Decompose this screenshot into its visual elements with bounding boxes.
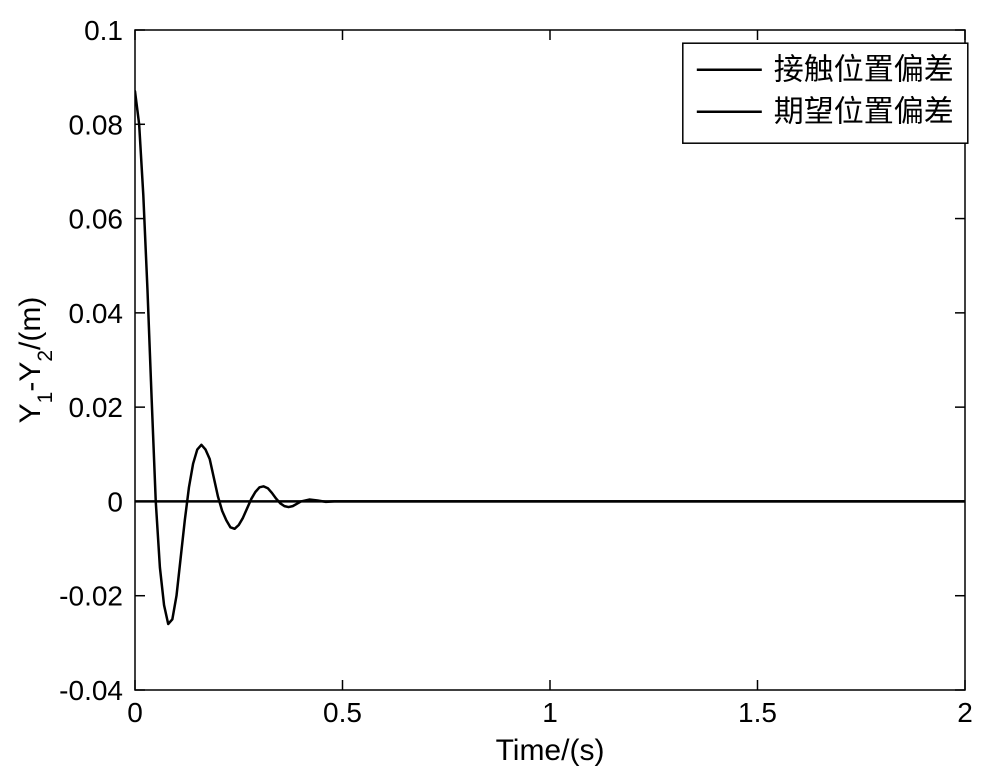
y-axis-label: Y1-Y2/(m): [14, 297, 57, 424]
x-tick-label: 1: [542, 697, 558, 728]
x-tick-label: 1.5: [738, 697, 777, 728]
y-tick-label: -0.02: [59, 581, 123, 612]
legend: 接触位置偏差期望位置偏差: [683, 43, 968, 143]
x-axis-label: Time/(s): [496, 734, 605, 767]
y-tick-label: 0: [107, 486, 123, 517]
series-0: [135, 91, 965, 624]
x-tick-label: 0.5: [323, 697, 362, 728]
y-tick-label: 0.06: [69, 204, 124, 235]
y-tick-label: -0.04: [59, 675, 123, 706]
y-tick-label: 0.02: [69, 392, 124, 423]
x-tick-label: 2: [957, 697, 973, 728]
legend-label-0: 接触位置偏差: [774, 54, 954, 87]
y-tick-label: 0.04: [69, 298, 124, 329]
x-tick-label: 0: [127, 697, 143, 728]
plot-series-group: [135, 91, 965, 624]
y-tick-label: 0.1: [84, 15, 123, 46]
chart-container: 0 0.5 1 1.5 2 -0.04 -0.02 0 0.02 0.04 0.06 0.08 0.1 T…: [0, 0, 1000, 784]
legend-label-1: 期望位置偏差: [774, 96, 954, 129]
y-tick-label: 0.08: [69, 109, 124, 140]
line-chart: 0 0.5 1 1.5 2 -0.04 -0.02 0 0.02 0.04 0.06 0.08 0.1 T…: [0, 0, 1000, 784]
